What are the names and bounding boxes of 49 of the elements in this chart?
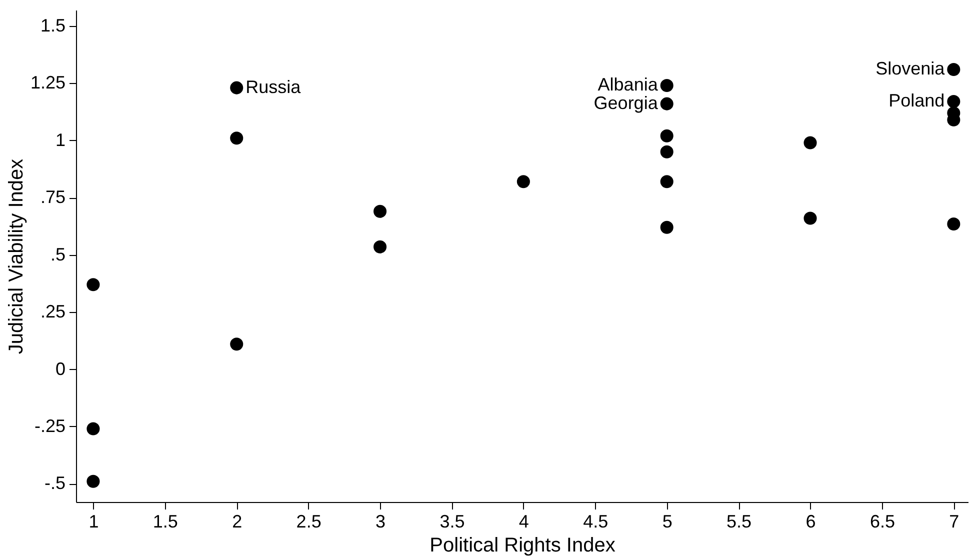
- y-tick-label: .25: [40, 302, 66, 322]
- point: [947, 95, 960, 108]
- point: [660, 97, 674, 110]
- point: [947, 62, 960, 76]
- annotation: Albania: [598, 74, 659, 95]
- x-tick-label: 3: [376, 512, 386, 532]
- annotation: Russia: [246, 76, 302, 97]
- x-tick-label: 3.5: [440, 512, 465, 532]
- y-tick-label: 0: [55, 358, 66, 379]
- y-tick-label: 1.25: [30, 72, 66, 93]
- y-axis-title: Judicial Viability Index: [5, 158, 28, 354]
- point: [374, 240, 387, 254]
- x-tick-label: 5: [662, 512, 672, 532]
- x-tick-label: 2.5: [296, 512, 322, 532]
- x-tick-label: 2: [232, 512, 242, 532]
- point: [230, 338, 244, 351]
- point: [947, 217, 960, 230]
- point: [660, 175, 674, 188]
- y-tick-label: 1: [55, 130, 66, 150]
- x-tick-label: 6: [806, 512, 816, 532]
- point: [660, 145, 674, 158]
- point: [230, 132, 244, 145]
- point: [374, 204, 387, 218]
- x-tick-label: 7: [949, 512, 960, 532]
- point: [660, 220, 674, 234]
- y-tick-label: -.5: [44, 473, 66, 494]
- x-axis-title: Political Rights Index: [430, 534, 616, 556]
- x-tick-label: 1: [88, 512, 99, 532]
- annotation: Georgia: [594, 92, 659, 113]
- annotation: Poland: [888, 90, 945, 111]
- point: [516, 175, 530, 188]
- y-tick-label: .5: [50, 244, 66, 264]
- y-tick-label: 1.5: [40, 16, 66, 36]
- x-tick-label: 4.5: [583, 512, 608, 532]
- x-tick-label: 6.5: [870, 512, 895, 532]
- y-tick-label: -.25: [34, 416, 66, 436]
- x-tick-label: 5.5: [726, 512, 752, 532]
- point: [230, 81, 244, 94]
- point: [86, 422, 100, 436]
- point: [660, 129, 674, 142]
- point: [86, 278, 100, 292]
- x-tick-label: 1.5: [152, 512, 178, 532]
- point: [804, 212, 817, 225]
- point: [86, 474, 100, 488]
- y-tick-label: .75: [40, 187, 66, 208]
- point: [804, 136, 817, 150]
- point: [660, 79, 674, 92]
- annotation: Slovenia: [876, 58, 946, 78]
- x-tick-label: 4: [518, 512, 529, 532]
